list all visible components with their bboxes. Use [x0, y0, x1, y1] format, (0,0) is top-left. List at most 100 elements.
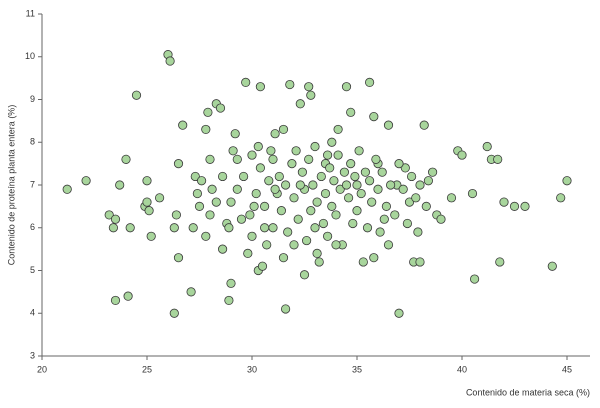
point — [289, 193, 299, 203]
point — [173, 253, 184, 263]
point — [356, 188, 366, 199]
point — [278, 253, 289, 263]
point — [224, 223, 234, 233]
point — [125, 223, 135, 233]
point — [247, 150, 257, 160]
point — [495, 257, 505, 267]
point — [108, 223, 119, 233]
point — [482, 141, 492, 152]
point — [427, 167, 438, 177]
point — [203, 107, 213, 117]
point — [348, 218, 358, 229]
point — [155, 193, 165, 203]
point — [352, 180, 362, 190]
point — [249, 201, 259, 211]
point — [346, 107, 356, 117]
point — [350, 171, 360, 182]
point — [146, 231, 156, 241]
point — [404, 197, 415, 207]
point — [310, 223, 320, 233]
point — [201, 231, 211, 241]
point — [241, 77, 251, 88]
point — [320, 188, 331, 199]
y-tick-label: 4 — [30, 308, 35, 318]
point — [327, 201, 337, 211]
point — [369, 253, 379, 263]
point — [411, 193, 421, 203]
point — [226, 197, 236, 207]
point — [301, 235, 312, 246]
point — [352, 206, 362, 216]
point — [245, 210, 255, 220]
point — [131, 90, 142, 100]
point — [253, 141, 263, 152]
point — [364, 77, 375, 88]
point — [341, 180, 352, 190]
point — [285, 79, 295, 90]
point — [457, 150, 467, 160]
point — [304, 154, 314, 164]
point — [243, 248, 253, 258]
point — [331, 210, 341, 220]
point — [224, 295, 234, 306]
point — [194, 201, 205, 211]
point — [197, 176, 207, 186]
point — [171, 210, 181, 220]
point — [218, 244, 228, 254]
point — [375, 227, 385, 237]
point — [259, 223, 270, 233]
point — [329, 176, 339, 186]
point — [110, 295, 121, 306]
point — [327, 137, 337, 147]
point — [400, 163, 410, 173]
point — [383, 240, 394, 250]
point — [247, 231, 257, 241]
point — [178, 120, 188, 130]
point — [390, 210, 400, 220]
point — [270, 184, 280, 194]
point — [369, 112, 379, 122]
point — [335, 184, 345, 194]
point — [373, 184, 383, 194]
point — [377, 167, 387, 177]
point — [257, 261, 268, 271]
point — [205, 210, 215, 220]
point — [446, 193, 457, 203]
point — [415, 257, 425, 267]
point — [264, 176, 274, 186]
point — [211, 197, 221, 207]
y-tick-label: 8 — [30, 137, 35, 147]
point — [406, 171, 417, 182]
point — [270, 129, 280, 139]
point — [371, 154, 381, 164]
y-tick-label: 10 — [25, 51, 35, 61]
point — [322, 150, 333, 160]
x-tick-label: 45 — [562, 364, 572, 374]
point — [413, 227, 423, 237]
point — [364, 176, 375, 186]
point — [201, 124, 211, 135]
point — [276, 206, 286, 216]
point — [299, 270, 310, 280]
point — [188, 223, 198, 233]
point — [333, 150, 343, 160]
point — [104, 210, 114, 220]
point — [192, 188, 202, 199]
point — [297, 167, 307, 177]
point — [343, 193, 354, 203]
point — [383, 120, 394, 130]
point — [341, 82, 352, 92]
point — [316, 171, 326, 182]
point — [123, 291, 133, 301]
point — [293, 214, 303, 224]
point — [520, 201, 530, 211]
point — [81, 176, 91, 186]
point — [268, 154, 278, 164]
x-tick-label: 35 — [352, 364, 362, 374]
point — [379, 214, 389, 224]
point — [402, 218, 412, 229]
point — [304, 82, 314, 92]
point — [394, 159, 404, 169]
point — [251, 188, 261, 199]
point — [325, 163, 335, 173]
